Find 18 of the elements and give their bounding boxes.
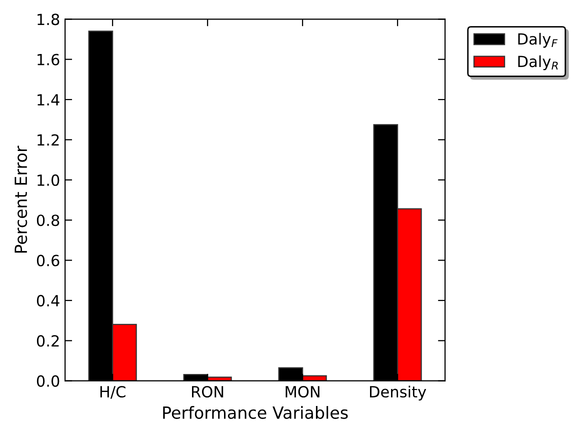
- y-tick-label: 0.8: [36, 214, 60, 226]
- legend-label: Daly$_{R}$: [518, 55, 558, 70]
- x-tick-label: Density: [370, 386, 426, 400]
- x-tick-label: MON: [286, 386, 320, 398]
- y-tick-label: 0.0: [36, 375, 60, 387]
- y-tick-label: 1.0: [38, 174, 60, 186]
- x-tick-label: RON: [192, 386, 224, 398]
- y-tick-label: 1.8: [38, 14, 60, 26]
- y-tick-label: 1.2: [38, 134, 59, 146]
- y-tick-label: 0.2: [36, 335, 59, 347]
- y-axis-title: Percent Error: [14, 146, 28, 253]
- x-tick-label: H/C: [100, 386, 126, 399]
- y-tick-label: 0.4: [36, 294, 60, 306]
- y-tick-label: 1.4: [38, 94, 60, 106]
- y-tick-label: 1.6: [38, 54, 60, 66]
- x-axis-title: Performance Variables: [163, 406, 348, 419]
- legend-label: Daly$_{F}$: [518, 32, 558, 48]
- y-tick-label: 0.6: [36, 254, 60, 266]
